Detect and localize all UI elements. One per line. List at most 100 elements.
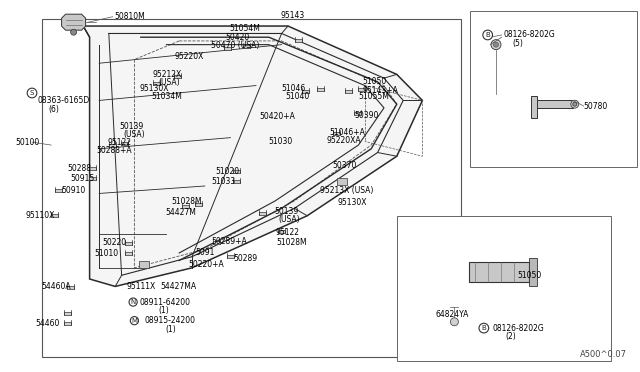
Text: N: N <box>131 299 136 305</box>
Circle shape <box>483 30 493 40</box>
Text: 54427MA: 54427MA <box>160 282 196 291</box>
Bar <box>64 312 70 315</box>
Polygon shape <box>83 26 422 286</box>
Bar <box>42 19 461 357</box>
Text: 50370: 50370 <box>333 161 357 170</box>
Text: (5): (5) <box>512 39 523 48</box>
Text: A500^0.07: A500^0.07 <box>580 350 627 359</box>
Bar <box>90 167 96 170</box>
Circle shape <box>491 40 501 49</box>
Text: (6): (6) <box>48 105 59 114</box>
Text: (1): (1) <box>165 325 176 334</box>
Text: 50420+A: 50420+A <box>259 112 295 121</box>
Text: 50780: 50780 <box>584 102 608 110</box>
Bar <box>535 100 573 108</box>
Text: 95130X: 95130X <box>140 84 169 93</box>
Text: 95220XA: 95220XA <box>326 136 361 145</box>
Text: 51030: 51030 <box>269 137 293 146</box>
Text: 50289: 50289 <box>234 254 258 263</box>
Circle shape <box>70 29 77 35</box>
Bar <box>468 262 529 282</box>
Bar <box>51 214 58 217</box>
Text: 50288+A: 50288+A <box>96 146 132 155</box>
Bar <box>317 88 323 91</box>
Text: 51050: 51050 <box>362 77 387 86</box>
Bar <box>259 212 266 215</box>
Text: S: S <box>30 90 34 96</box>
Text: 51050: 51050 <box>517 271 541 280</box>
Bar <box>227 255 234 258</box>
Circle shape <box>451 318 458 326</box>
Circle shape <box>479 323 489 333</box>
Bar <box>175 75 181 78</box>
Text: 54460A: 54460A <box>42 282 71 291</box>
Bar <box>346 90 352 93</box>
Text: 5091: 5091 <box>195 248 214 257</box>
Text: 50810M: 50810M <box>114 12 145 21</box>
Text: 51034M: 51034M <box>151 92 182 101</box>
Text: 64824YA: 64824YA <box>435 310 468 319</box>
Bar <box>56 189 62 192</box>
Text: 50100: 50100 <box>15 138 40 147</box>
Text: 95212X: 95212X <box>152 70 182 79</box>
Text: 08126-8202G: 08126-8202G <box>503 31 555 39</box>
Bar <box>337 178 348 185</box>
Bar <box>213 241 220 244</box>
Bar <box>234 180 240 183</box>
Circle shape <box>27 88 37 98</box>
Bar <box>358 88 365 91</box>
Bar <box>109 144 115 147</box>
Bar <box>122 142 128 145</box>
Bar <box>243 45 250 48</box>
Text: 50915: 50915 <box>70 174 95 183</box>
Text: 51020: 51020 <box>215 167 239 176</box>
Text: 50910: 50910 <box>61 186 86 195</box>
Text: 51040: 51040 <box>285 92 310 101</box>
Text: (USA): (USA) <box>278 215 300 224</box>
Text: 51028M: 51028M <box>276 238 307 247</box>
Text: M: M <box>131 318 138 324</box>
Circle shape <box>493 42 499 47</box>
Bar <box>529 257 537 286</box>
Text: 95122: 95122 <box>275 228 300 237</box>
Bar <box>354 112 360 115</box>
Bar <box>531 96 537 118</box>
Text: 50220+A: 50220+A <box>189 260 225 269</box>
Bar <box>470 11 637 167</box>
Polygon shape <box>61 14 86 30</box>
Bar <box>397 216 611 361</box>
Circle shape <box>129 298 137 306</box>
Bar <box>182 205 189 208</box>
Text: 51033: 51033 <box>211 177 236 186</box>
Bar <box>67 286 74 289</box>
Text: 54460: 54460 <box>35 319 60 328</box>
Text: 95111X: 95111X <box>127 282 156 291</box>
Text: 54427M: 54427M <box>165 208 196 217</box>
Text: 51055M: 51055M <box>358 92 389 101</box>
Text: 95220X: 95220X <box>174 52 204 61</box>
Text: 50139: 50139 <box>274 207 298 216</box>
Text: (USA): (USA) <box>123 130 145 139</box>
Circle shape <box>131 317 138 325</box>
Text: (USA): (USA) <box>159 78 180 87</box>
Bar <box>195 203 202 206</box>
Text: 50420: 50420 <box>225 33 250 42</box>
Text: (1): (1) <box>159 306 170 315</box>
Circle shape <box>571 100 579 108</box>
Text: 50289+A: 50289+A <box>211 237 247 246</box>
Text: 95122: 95122 <box>108 138 132 147</box>
Bar <box>154 82 160 85</box>
Bar <box>278 230 285 233</box>
Text: 95130X: 95130X <box>337 198 367 207</box>
Text: 08126-8202G: 08126-8202G <box>493 324 545 333</box>
Text: 51010: 51010 <box>95 249 119 258</box>
Bar <box>303 90 309 93</box>
Text: B: B <box>481 325 486 331</box>
Text: 50390: 50390 <box>355 111 379 120</box>
Text: 08911-64200: 08911-64200 <box>140 298 191 307</box>
Text: 51046+A: 51046+A <box>330 128 365 137</box>
Text: 95143+A: 95143+A <box>362 86 398 94</box>
Text: 51046: 51046 <box>282 84 306 93</box>
Text: 51054M: 51054M <box>229 24 260 33</box>
Text: 50220: 50220 <box>102 238 127 247</box>
